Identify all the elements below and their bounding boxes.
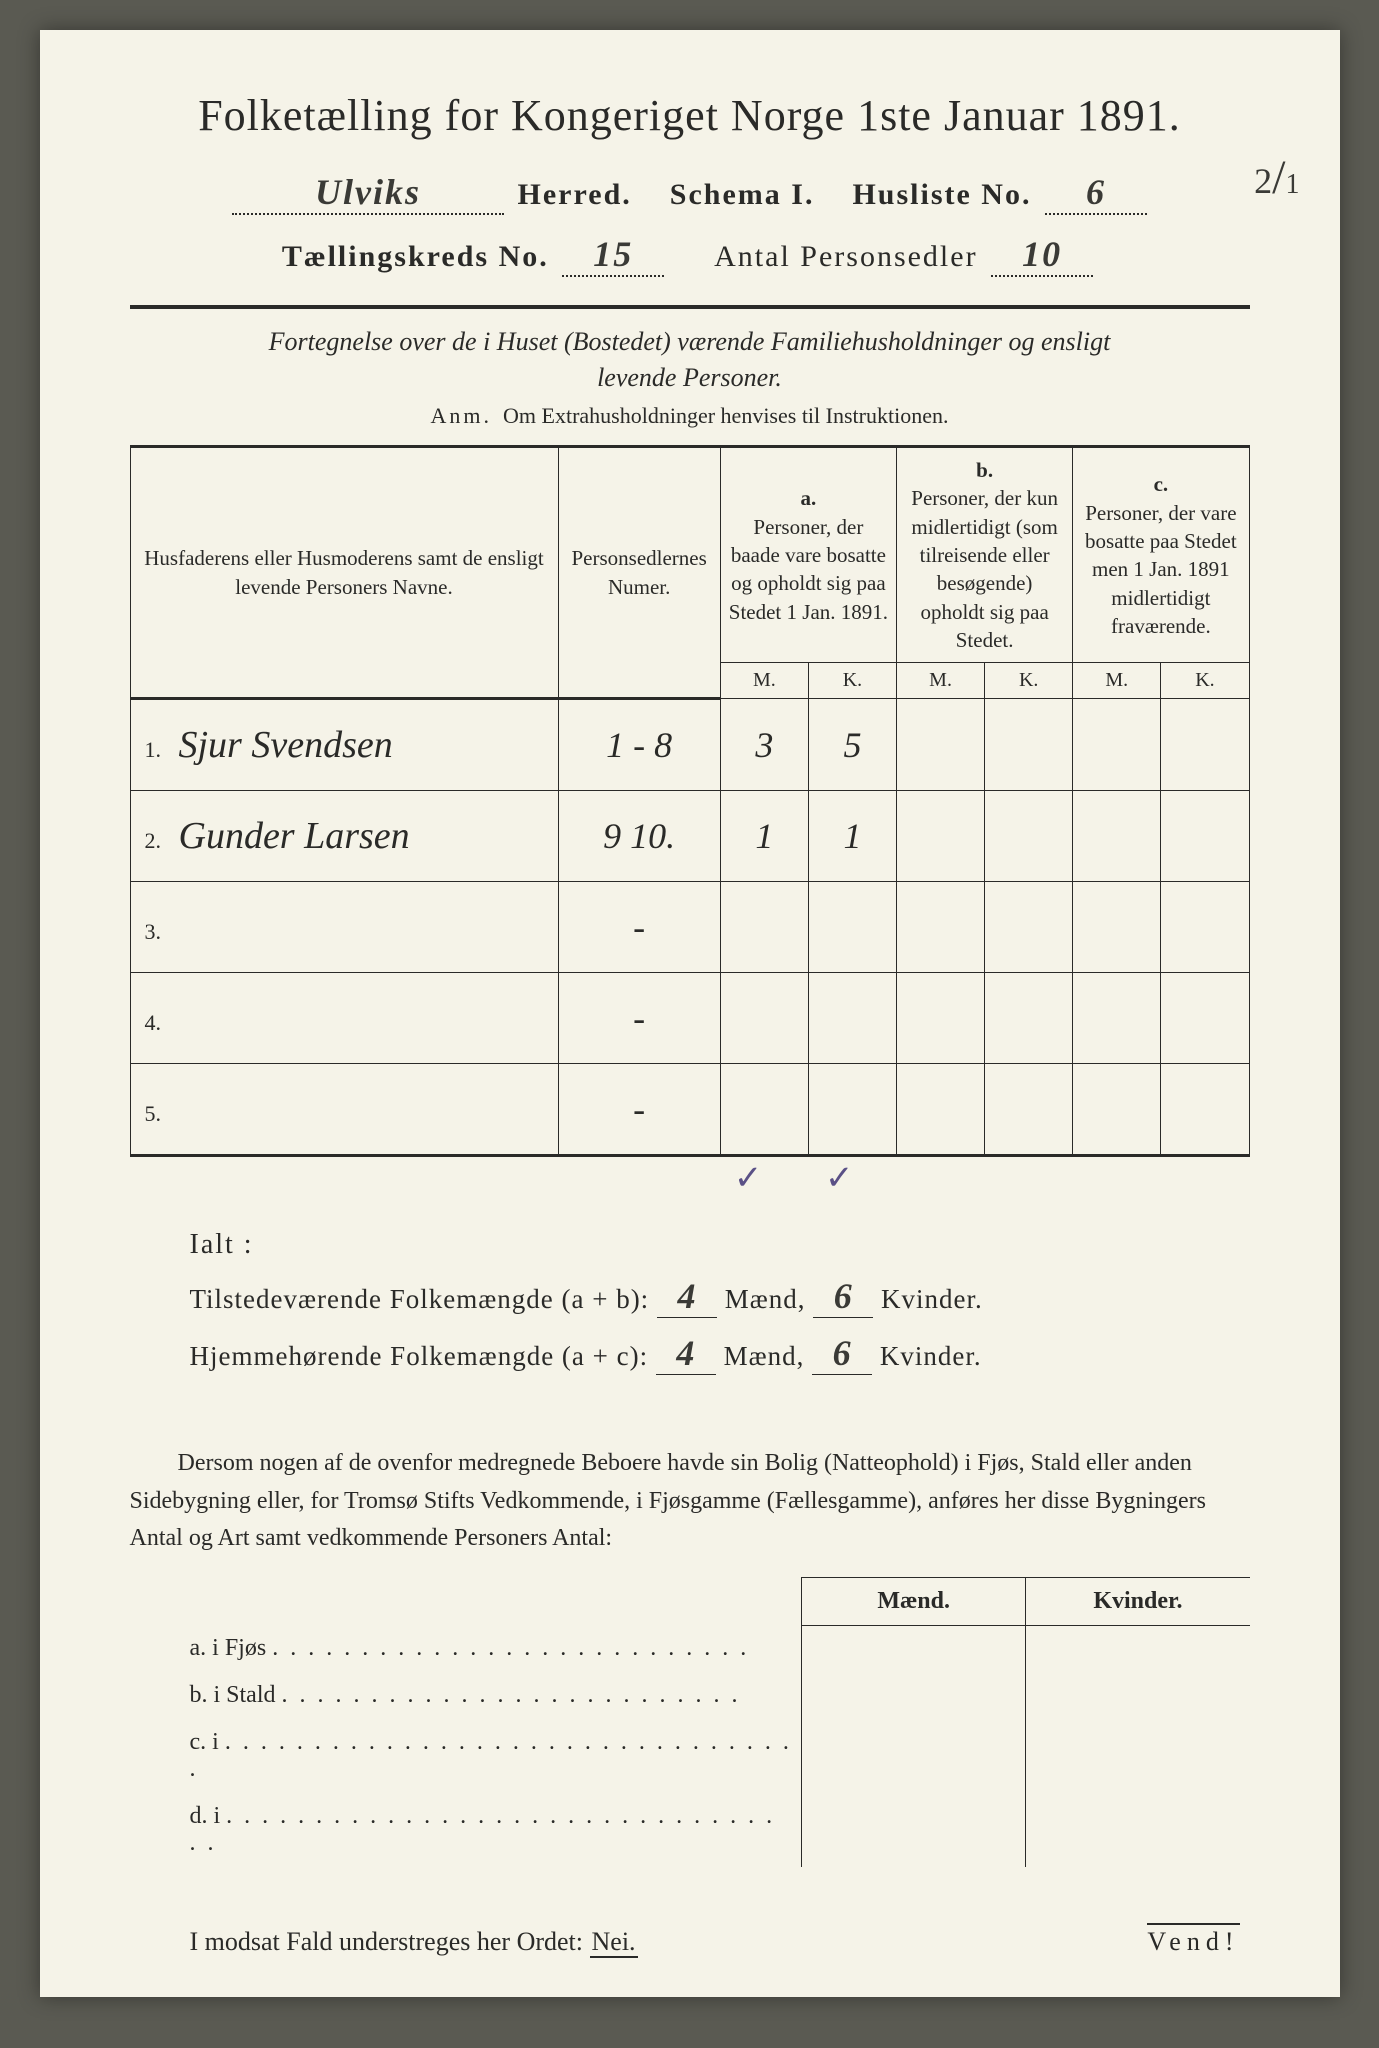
- side-building-table: Mænd. Kvinder. a. i Fjøs . . . . . . . .…: [130, 1577, 1250, 1868]
- anm-line: Anm. Om Extrahusholdninger henvises til …: [130, 403, 1250, 429]
- ialt-line-2: Hjemmehørende Folkemængde (a + c): 4 Mæn…: [190, 1332, 1250, 1375]
- vend-label: Vend!: [1147, 1923, 1239, 1957]
- col-a-text: Personer, der baade vare bosatte og opho…: [729, 515, 888, 624]
- col-name-text: Husfaderens eller Husmoderens samt de en…: [144, 546, 543, 598]
- table-row: 3.-: [130, 882, 1249, 973]
- tick-row: ✓ ✓: [130, 1157, 1250, 1199]
- schema-label: Schema I.: [670, 178, 815, 211]
- side-building-paragraph: Dersom nogen af de ovenfor medregnede Be…: [130, 1445, 1250, 1557]
- col-b-head: b.: [976, 458, 993, 482]
- fraction-bottom: 1: [1286, 169, 1300, 200]
- ialt1-mlab: Mænd,: [725, 1284, 806, 1314]
- col-name: Husfaderens eller Husmoderens samt de en…: [130, 447, 558, 699]
- herred-value: Ulviks: [232, 171, 504, 215]
- husliste-value: 6: [1045, 171, 1147, 215]
- divider-top: [130, 305, 1250, 309]
- col-a-head: a.: [801, 486, 817, 510]
- anm-text: Om Extrahusholdninger henvises til Instr…: [503, 403, 948, 428]
- subtitle-line2: levende Personer.: [130, 363, 1250, 393]
- ialt-line-1: Tilstedeværende Folkemængde (a + b): 4 M…: [190, 1275, 1250, 1318]
- side-d: d. i . . . . . . . . . . . . . . . . . .…: [130, 1793, 802, 1867]
- col-c-text: Personer, der vare bosatte paa Stedet me…: [1085, 501, 1237, 638]
- kreds-value: 15: [562, 233, 664, 277]
- side-kvinder: Kvinder.: [1026, 1577, 1250, 1625]
- personsedler-label: Antal Personsedler: [714, 240, 977, 273]
- ialt2-klab: Kvinder.: [880, 1341, 982, 1371]
- col-num: Personsedlernes Numer.: [558, 447, 720, 699]
- personsedler-value: 10: [991, 233, 1093, 277]
- kreds-label: Tællingskreds No.: [282, 240, 549, 273]
- nei-line: I modsat Fald understreges her Ordet: Ne…: [190, 1927, 1250, 1957]
- col-c-head: c.: [1154, 472, 1169, 496]
- husliste-label: Husliste No.: [852, 178, 1031, 211]
- col-c: c. Personer, der vare bosatte paa Stedet…: [1073, 447, 1249, 663]
- col-a-m: M.: [720, 663, 808, 699]
- col-c-k: K.: [1161, 663, 1249, 699]
- nei-pre: I modsat Fald understreges her Ordet:: [190, 1927, 584, 1956]
- header-line-2: Tællingskreds No. 15 Antal Personsedler …: [130, 233, 1250, 277]
- col-a: a. Personer, der baade vare bosatte og o…: [720, 447, 896, 663]
- fraction-top: 2: [1254, 161, 1272, 201]
- subtitle-line1: Fortegnelse over de i Huset (Bostedet) v…: [130, 327, 1250, 357]
- nei-word: Nei.: [590, 1927, 638, 1958]
- ialt2-m: 4: [656, 1332, 716, 1375]
- ialt1-k: 6: [813, 1275, 873, 1318]
- side-c: c. i . . . . . . . . . . . . . . . . . .…: [130, 1719, 802, 1793]
- anm-lead: Anm.: [431, 403, 493, 428]
- ialt2-mlab: Mænd,: [724, 1341, 805, 1371]
- col-b-text: Personer, der kun midlertidigt (som tilr…: [911, 486, 1058, 652]
- header-line-1: Ulviks Herred. Schema I. Husliste No. 6: [130, 171, 1250, 215]
- margin-fraction: 2/1: [1254, 150, 1299, 205]
- col-b: b. Personer, der kun midlertidigt (som t…: [897, 447, 1073, 663]
- ialt2-pre: Hjemmehørende Folkemængde (a + c):: [190, 1341, 649, 1371]
- ialt-label: Ialt :: [190, 1229, 1250, 1261]
- col-c-m: M.: [1073, 663, 1161, 699]
- totals-block: Ialt : Tilstedeværende Folkemængde (a + …: [190, 1229, 1250, 1375]
- ialt2-k: 6: [812, 1332, 872, 1375]
- tick-a-k: ✓: [825, 1160, 854, 1197]
- census-form-page: 2/1 Folketælling for Kongeriget Norge 1s…: [40, 30, 1340, 1997]
- page-title: Folketælling for Kongeriget Norge 1ste J…: [130, 90, 1250, 141]
- household-table: Husfaderens eller Husmoderens samt de en…: [130, 445, 1250, 1157]
- col-a-k: K.: [808, 663, 896, 699]
- col-b-m: M.: [897, 663, 985, 699]
- ialt1-pre: Tilstedeværende Folkemængde (a + b):: [190, 1284, 650, 1314]
- col-b-k: K.: [985, 663, 1073, 699]
- side-b: b. i Stald . . . . . . . . . . . . . . .…: [130, 1672, 802, 1719]
- ialt1-m: 4: [657, 1275, 717, 1318]
- side-a: a. i Fjøs . . . . . . . . . . . . . . . …: [130, 1625, 802, 1672]
- herred-label: Herred.: [518, 178, 632, 211]
- tick-a-m: ✓: [734, 1160, 763, 1197]
- table-row: 4.-: [130, 973, 1249, 1064]
- table-row: 1.Sjur Svendsen1 - 835: [130, 699, 1249, 791]
- ialt1-klab: Kvinder.: [881, 1284, 983, 1314]
- side-maend: Mænd.: [802, 1577, 1026, 1625]
- table-row: 5.-: [130, 1064, 1249, 1156]
- table-row: 2.Gunder Larsen9 10.11: [130, 791, 1249, 882]
